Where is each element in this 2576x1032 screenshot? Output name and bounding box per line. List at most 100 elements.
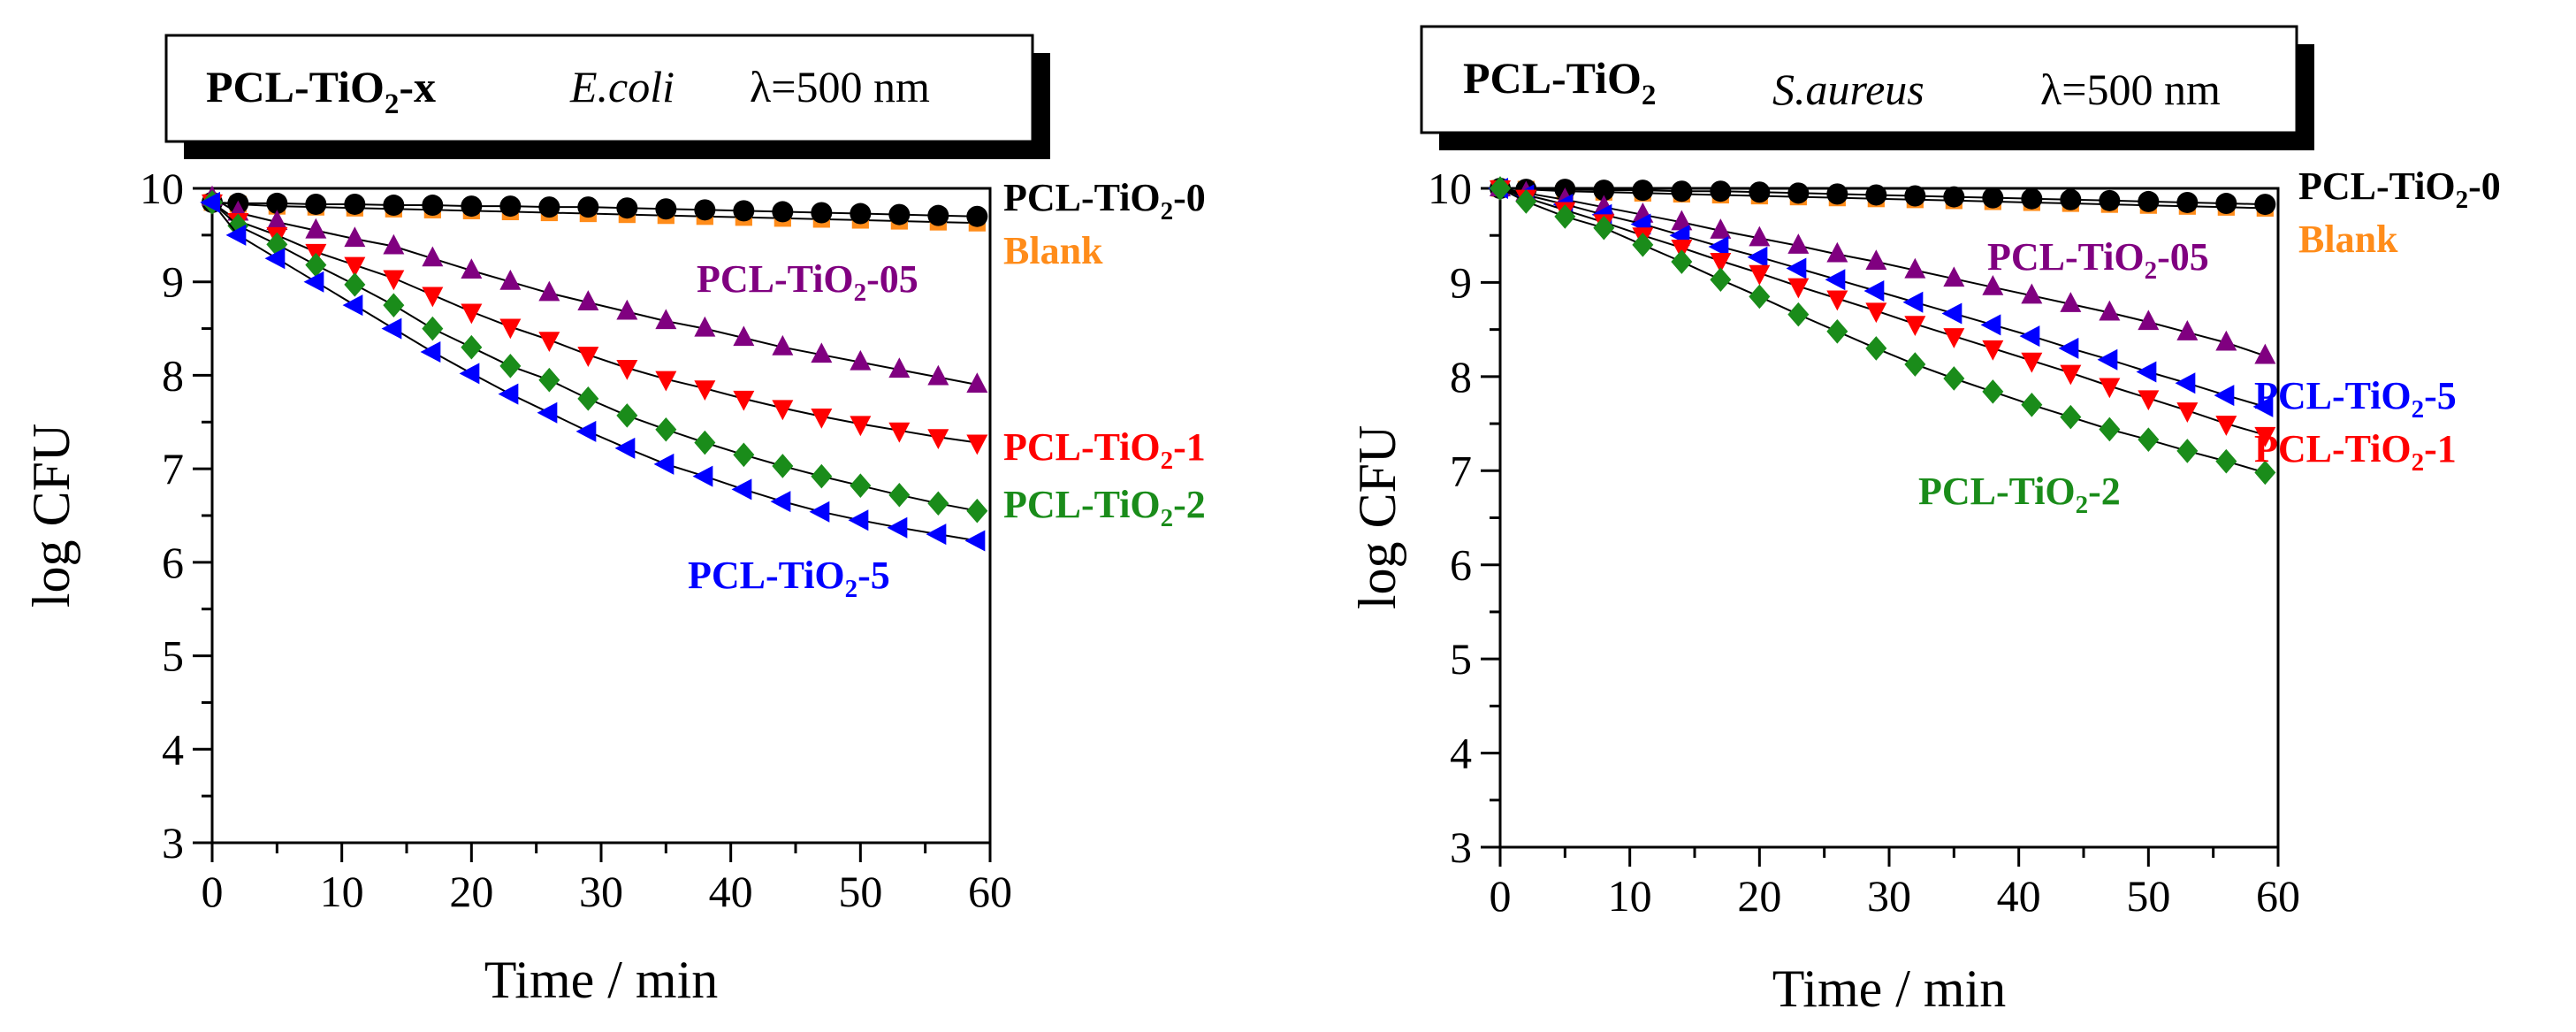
data-point-pcl-tio2-5-left (264, 248, 286, 270)
data-point-pcl-tio2-5-left (381, 317, 402, 340)
data-point-pcl-tio2-1-left (422, 287, 444, 308)
data-point-pcl-tio2-0-right (1982, 187, 2004, 209)
data-point-pcl-tio2-2-left (655, 417, 677, 442)
data-point-pcl-tio2-5-left (225, 224, 247, 246)
axis-ticks-left (193, 187, 992, 862)
y-tick-label-left: 6 (162, 538, 184, 587)
data-point-pcl-tio2-05-left (344, 226, 366, 248)
data-point-pcl-tio2-2-right (1865, 336, 1887, 361)
data-point-pcl-tio2-2-right (2060, 404, 2082, 430)
label-right-pcl-tio2-0: PCL-TiO2-0 (2298, 164, 2501, 214)
data-point-pcl-tio2-05-right (1787, 233, 1810, 254)
label-left-pcl-tio2-1: PCL-TiO2-1 (1003, 425, 1206, 475)
data-point-pcl-tio2-0-left (577, 196, 599, 218)
data-point-pcl-tio2-5-left (303, 271, 324, 293)
data-point-pcl-tio2-1-right (2254, 426, 2276, 447)
data-point-pcl-tio2-05-left (461, 258, 483, 279)
data-point-pcl-tio2-05-right (1710, 218, 1732, 239)
data-point-pcl-tio2-5-left (200, 191, 220, 213)
data-point-pcl-tio2-2-left (966, 498, 988, 524)
title-organism-right: S.aureus (1772, 65, 1924, 114)
label-right-blank: Blank (2298, 218, 2398, 261)
data-point-pcl-tio2-5-right (2252, 395, 2274, 417)
data-point-pcl-tio2-5-left (653, 453, 674, 475)
data-point-pcl-tio2-05-right (1904, 257, 1926, 279)
data-point-pcl-tio2-05-left (772, 334, 794, 355)
data-point-pcl-tio2-05-left (966, 372, 988, 393)
x-axis-label-right: Time / min (1772, 959, 2007, 1018)
data-point-pcl-tio2-05-left (383, 233, 405, 255)
data-point-pcl-tio2-1-left (966, 434, 988, 455)
data-point-pcl-tio2-1-right (1749, 264, 1771, 286)
data-point-pcl-tio2-5-left (498, 383, 519, 405)
label-left-pcl-tio2-0: PCL-TiO2-0 (1003, 176, 1206, 226)
y-tick-label-left: 9 (162, 257, 184, 307)
data-point-pcl-tio2-2-left (422, 316, 444, 341)
data-point-pcl-tio2-2-right (1632, 233, 1654, 257)
data-point-pcl-tio2-5-left (342, 294, 363, 317)
y-axis-label-right: log CFU (1348, 425, 1406, 609)
data-point-pcl-tio2-05-left (655, 309, 677, 330)
data-point-pcl-tio2-5-left (731, 478, 752, 501)
data-point-pcl-tio2-1-left (577, 347, 599, 367)
data-point-pcl-tio2-2-right (1982, 379, 2004, 404)
data-point-pcl-tio2-0-right (1904, 185, 1926, 207)
data-point-pcl-tio2-05-left (305, 218, 327, 239)
data-point-pcl-tio2-1-right (2021, 352, 2043, 373)
data-point-pcl-tio2-2-right (1490, 176, 1511, 201)
data-point-pcl-tio2-05-right (2176, 320, 2199, 340)
data-point-pcl-tio2-0-left (305, 193, 327, 215)
x-tick-label-left: 30 (579, 867, 623, 916)
data-point-pcl-tio2-05-left (850, 349, 872, 371)
data-point-pcl-tio2-2-left (694, 430, 716, 455)
y-tick-label-right: 3 (1450, 822, 1472, 872)
data-point-pcl-tio2-05-right (2254, 343, 2276, 364)
data-point-pcl-tio2-0-right (1787, 182, 1810, 204)
data-point-pcl-tio2-0-right (1671, 180, 1693, 203)
x-tick-label-left: 10 (320, 867, 364, 916)
data-point-pcl-tio2-05-left (733, 325, 755, 347)
data-point-pcl-tio2-5-left (575, 420, 597, 442)
data-point-pcl-tio2-2-left (733, 442, 755, 468)
label-left-pcl-tio2-05: PCL-TiO2-05 (697, 257, 918, 307)
data-point-pcl-tio2-1-left (811, 408, 833, 429)
data-point-pcl-tio2-2-left (227, 213, 249, 239)
data-point-pcl-tio2-05-left (266, 210, 288, 231)
data-point-pcl-tio2-1-right (1787, 278, 1810, 299)
data-point-pcl-tio2-0-left (266, 192, 288, 214)
data-point-pcl-tio2-2-left (499, 354, 522, 378)
y-tick-label-left: 5 (162, 631, 184, 681)
svg-text:PCL-TiO2-x E.coli: PCL-TiO2-x E.coli λ=500 nm (206, 62, 930, 120)
data-point-pcl-tio2-0-left (694, 199, 716, 221)
x-axis-label-left: Time / min (484, 951, 719, 1009)
data-point-pcl-tio2-2-right (1593, 215, 1615, 241)
series-pcl-tio2-5-left (200, 191, 986, 552)
y-tick-label-right: 5 (1450, 634, 1472, 684)
data-point-pcl-tio2-0-left (811, 202, 833, 224)
data-point-pcl-tio2-0-left (499, 195, 522, 218)
x-tick-label-right: 20 (1737, 871, 1781, 921)
data-point-pcl-tio2-5-right (1902, 291, 1924, 313)
data-point-pcl-tio2-1-left (888, 422, 911, 443)
data-point-pcl-tio2-5-left (459, 363, 480, 385)
data-point-pcl-tio2-5-left (420, 341, 441, 363)
data-point-pcl-tio2-5-right (1941, 302, 1962, 325)
data-point-pcl-tio2-2-left (344, 272, 366, 297)
title-name-left: PCL-TiO (206, 62, 385, 111)
data-point-pcl-tio2-5-left (692, 465, 713, 487)
data-point-pcl-tio2-05-left (811, 342, 833, 363)
label-left-pcl-tio2-2: PCL-TiO2-2 (1003, 483, 1206, 532)
data-point-pcl-tio2-1-right (2060, 364, 2082, 386)
data-point-pcl-tio2-1-left (927, 429, 949, 449)
y-tick-label-left: 4 (162, 724, 184, 774)
data-point-pcl-tio2-1-left (655, 371, 677, 392)
data-point-pcl-tio2-5-left (537, 401, 558, 424)
data-point-pcl-tio2-1-right (2176, 402, 2199, 423)
data-point-pcl-tio2-1-left (461, 303, 483, 325)
data-point-pcl-tio2-2-left (927, 491, 949, 516)
data-point-pcl-tio2-05-left (422, 246, 444, 267)
series-right (1488, 176, 2276, 485)
x-tick-label-left: 60 (968, 867, 1012, 916)
x-tick-label-left: 20 (449, 867, 493, 916)
data-point-pcl-tio2-2-right (1671, 249, 1693, 274)
